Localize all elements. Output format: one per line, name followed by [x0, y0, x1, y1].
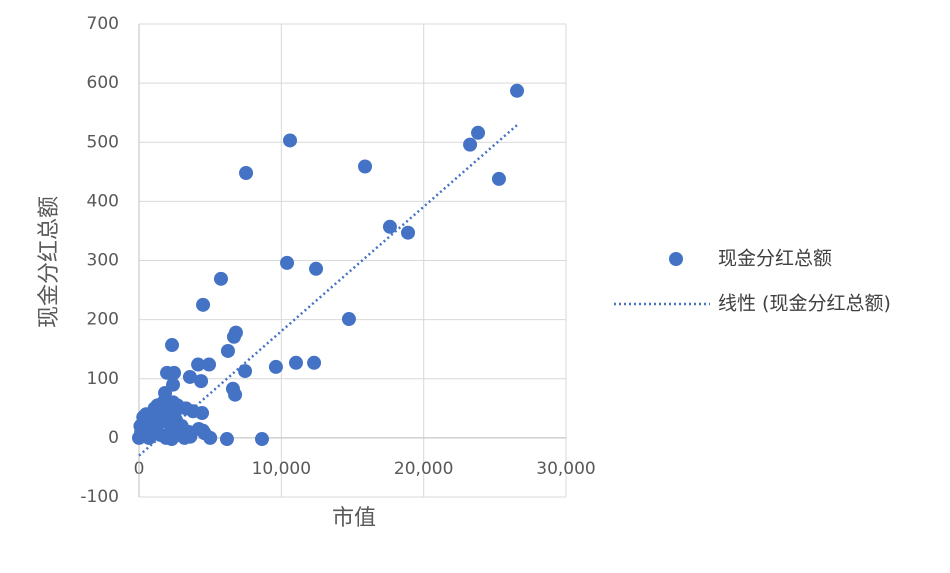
- legend-marker: [669, 252, 683, 266]
- point: [191, 357, 206, 372]
- point: [401, 225, 416, 240]
- y-tick-label: 0: [108, 428, 119, 448]
- y-tick-label: 400: [87, 191, 119, 211]
- point: [219, 432, 234, 447]
- y-axis-title: 现金分红总额: [37, 196, 62, 328]
- point: [226, 329, 241, 344]
- x-tick-label: 20,000: [394, 459, 453, 479]
- point: [134, 424, 149, 439]
- point: [182, 369, 197, 384]
- point: [150, 398, 165, 413]
- x-tick-label: 10,000: [252, 459, 311, 479]
- point: [491, 171, 506, 186]
- point: [183, 429, 198, 444]
- point: [213, 271, 228, 286]
- point: [254, 432, 269, 447]
- point: [341, 312, 356, 327]
- point: [194, 374, 209, 389]
- point: [382, 219, 397, 234]
- x-tick-label: 30,000: [536, 459, 595, 479]
- legend-label: 线性 (现金分红总额): [718, 293, 891, 315]
- point: [280, 255, 295, 270]
- point: [202, 357, 217, 372]
- point: [309, 261, 324, 276]
- point: [196, 297, 211, 312]
- point: [167, 365, 182, 380]
- point: [220, 343, 235, 358]
- point: [196, 423, 211, 438]
- point: [510, 83, 525, 98]
- point: [471, 125, 486, 140]
- point: [463, 137, 478, 152]
- y-tick-label: 700: [87, 14, 119, 34]
- y-tick-label: -100: [80, 487, 119, 507]
- point: [239, 165, 254, 180]
- point: [358, 159, 373, 174]
- y-tick-label: 600: [87, 73, 119, 93]
- trendline: [138, 124, 518, 457]
- y-tick-label: 300: [87, 251, 119, 271]
- point: [139, 407, 154, 422]
- point: [228, 387, 243, 402]
- point: [307, 355, 322, 370]
- y-tick-label: 100: [87, 369, 119, 389]
- legend-label: 现金分红总额: [718, 248, 832, 270]
- point: [178, 401, 193, 416]
- y-tick-label: 200: [87, 310, 119, 330]
- y-tick-label: 500: [87, 132, 119, 152]
- x-axis-title: 市值: [332, 506, 376, 531]
- point: [283, 133, 298, 148]
- point: [288, 355, 303, 370]
- point: [165, 338, 180, 353]
- point: [268, 359, 283, 374]
